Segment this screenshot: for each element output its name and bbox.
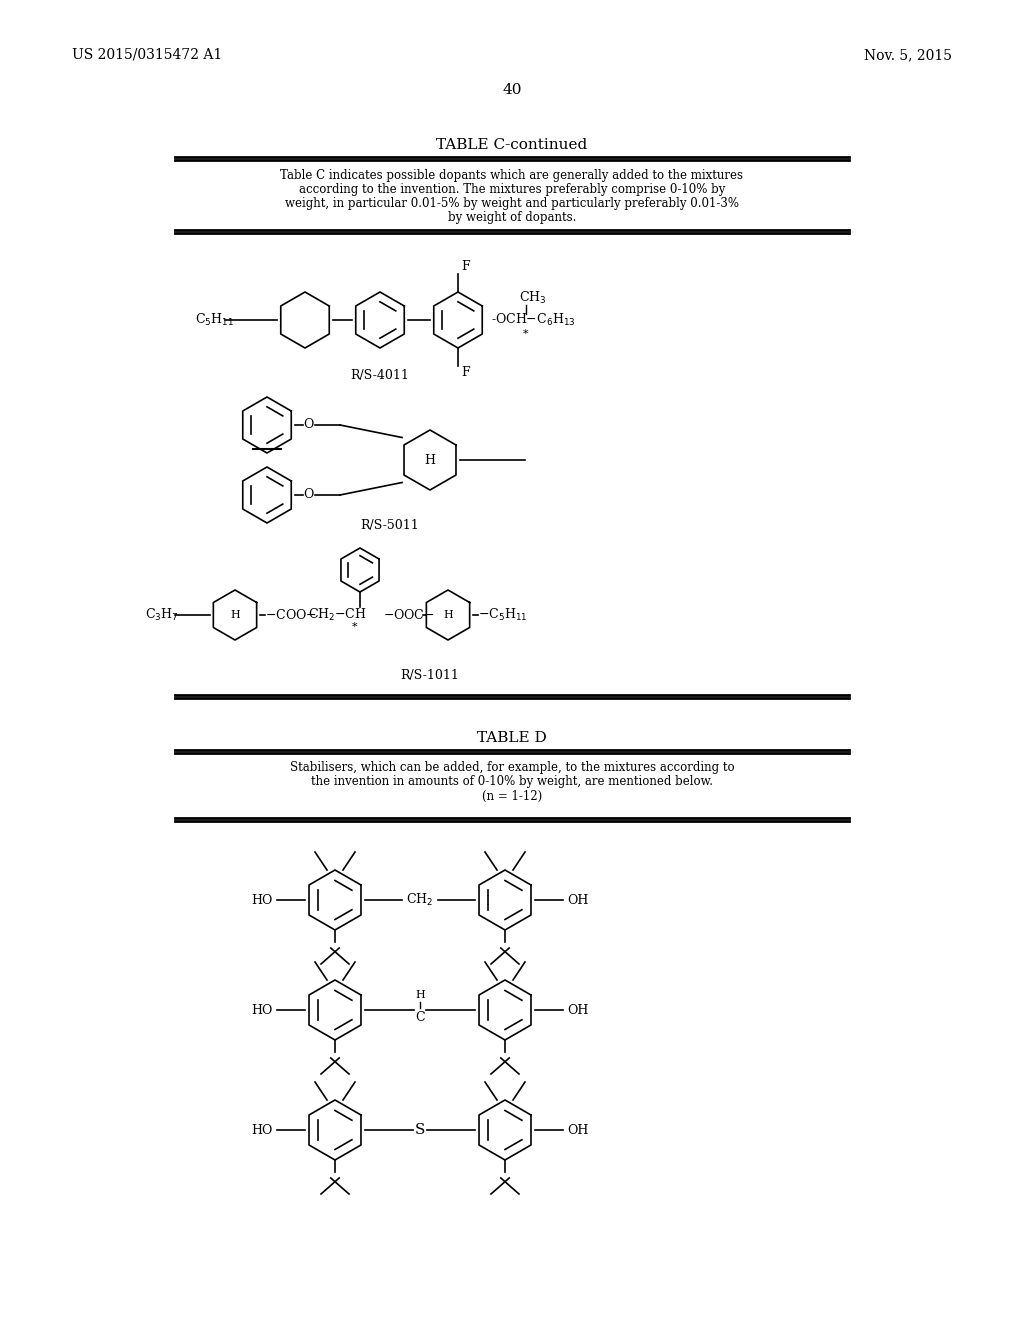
Text: H: H bbox=[425, 454, 435, 466]
Text: according to the invention. The mixtures preferably comprise 0-10% by: according to the invention. The mixtures… bbox=[299, 182, 725, 195]
Text: 40: 40 bbox=[502, 83, 522, 96]
Text: OH: OH bbox=[567, 1123, 589, 1137]
Text: by weight of dopants.: by weight of dopants. bbox=[447, 210, 577, 223]
Text: C$_5$H$_{11}$: C$_5$H$_{11}$ bbox=[195, 312, 233, 329]
Text: Table C indicates possible dopants which are generally added to the mixtures: Table C indicates possible dopants which… bbox=[281, 169, 743, 181]
Text: OH: OH bbox=[567, 1003, 589, 1016]
Text: $-$C$_5$H$_{11}$: $-$C$_5$H$_{11}$ bbox=[478, 607, 527, 623]
Text: R/S-4011: R/S-4011 bbox=[350, 368, 410, 381]
Text: weight, in particular 0.01-5% by weight and particularly preferably 0.01-3%: weight, in particular 0.01-5% by weight … bbox=[285, 197, 739, 210]
Text: F: F bbox=[461, 367, 470, 380]
Text: US 2015/0315472 A1: US 2015/0315472 A1 bbox=[72, 48, 222, 62]
Text: H: H bbox=[415, 990, 425, 1001]
Text: the invention in amounts of 0-10% by weight, are mentioned below.: the invention in amounts of 0-10% by wei… bbox=[311, 776, 713, 788]
Text: C$_3$H$_7$: C$_3$H$_7$ bbox=[145, 607, 178, 623]
Text: Stabilisers, which can be added, for example, to the mixtures according to: Stabilisers, which can be added, for exa… bbox=[290, 762, 734, 775]
Text: CH$_2$$-$CH: CH$_2$$-$CH bbox=[308, 607, 367, 623]
Text: $-$OOC$-$: $-$OOC$-$ bbox=[383, 609, 434, 622]
Text: CH$_2$: CH$_2$ bbox=[407, 892, 433, 908]
Text: TABLE D: TABLE D bbox=[477, 731, 547, 744]
Text: CH$_3$: CH$_3$ bbox=[519, 290, 547, 306]
Text: H: H bbox=[230, 610, 240, 620]
Text: TABLE C-continued: TABLE C-continued bbox=[436, 139, 588, 152]
Text: *: * bbox=[523, 329, 528, 339]
Text: HO: HO bbox=[252, 1123, 273, 1137]
Text: H: H bbox=[443, 610, 453, 620]
Text: R/S-1011: R/S-1011 bbox=[400, 668, 460, 681]
Text: $-$COO$-$: $-$COO$-$ bbox=[265, 609, 316, 622]
Text: (n = 1-12): (n = 1-12) bbox=[482, 789, 542, 803]
Text: OH: OH bbox=[567, 894, 589, 907]
Text: *: * bbox=[352, 622, 357, 632]
Text: Nov. 5, 2015: Nov. 5, 2015 bbox=[864, 48, 952, 62]
Text: C: C bbox=[415, 1011, 425, 1024]
Text: HO: HO bbox=[252, 1003, 273, 1016]
Text: F: F bbox=[461, 260, 470, 273]
Text: HO: HO bbox=[252, 894, 273, 907]
Text: R/S-5011: R/S-5011 bbox=[360, 519, 420, 532]
Text: O: O bbox=[303, 418, 313, 432]
Text: -OCH$-$C$_6$H$_{13}$: -OCH$-$C$_6$H$_{13}$ bbox=[490, 312, 575, 329]
Text: O: O bbox=[303, 488, 313, 502]
Text: S: S bbox=[415, 1123, 425, 1137]
